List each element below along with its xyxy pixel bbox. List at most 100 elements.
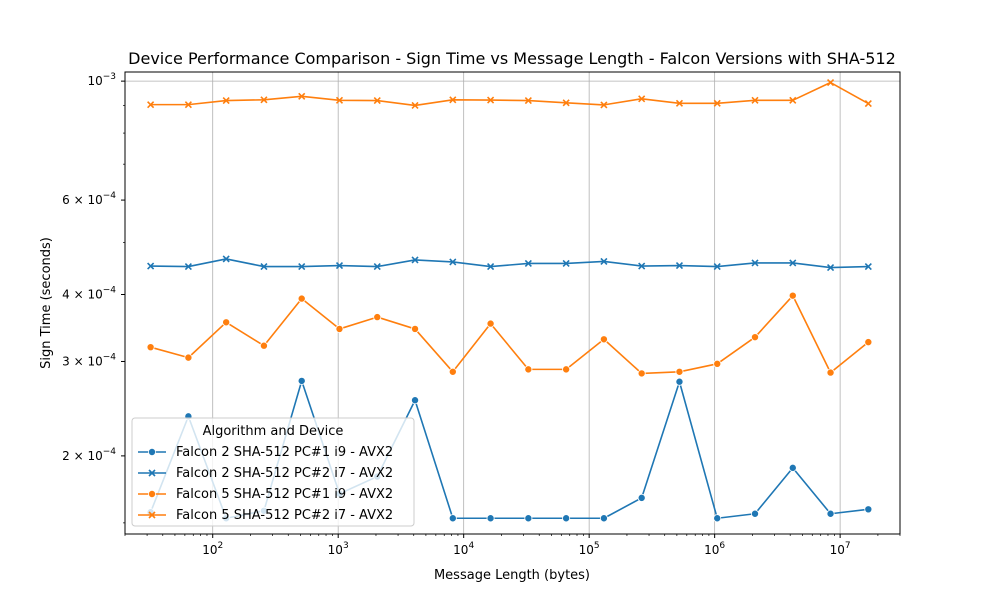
x-tick-exponent: 3 bbox=[343, 541, 349, 551]
data-point bbox=[675, 99, 684, 107]
data-point bbox=[675, 367, 684, 376]
chart-title: Device Performance Comparison - Sign Tim… bbox=[128, 49, 896, 68]
data-point bbox=[675, 261, 684, 270]
grid-layer bbox=[125, 72, 900, 534]
y-tick-mantissa: 2 × 10 bbox=[62, 449, 103, 463]
data-point bbox=[184, 262, 192, 271]
data-point bbox=[184, 353, 193, 362]
data-point bbox=[222, 255, 230, 263]
data-point bbox=[599, 335, 608, 344]
data-point bbox=[222, 96, 230, 105]
data-point bbox=[600, 257, 608, 266]
data-point bbox=[751, 96, 759, 104]
data-point bbox=[864, 338, 873, 347]
x-tick-exponent: 4 bbox=[468, 541, 474, 551]
x-tick-base: 10 bbox=[830, 543, 845, 557]
y-tick-exponent: −4 bbox=[103, 285, 117, 295]
data-point bbox=[562, 259, 570, 268]
x-tick-base: 10 bbox=[453, 543, 468, 557]
data-point bbox=[297, 376, 306, 385]
legend-swatch-marker bbox=[147, 447, 156, 456]
data-point bbox=[713, 99, 721, 107]
series-line bbox=[150, 294, 869, 375]
x-tick-label: 104 bbox=[453, 541, 474, 557]
data-point bbox=[411, 101, 419, 109]
y-axis-label: Sign Time (seconds) bbox=[39, 237, 54, 369]
data-point bbox=[524, 365, 533, 374]
legend-label: Falcon 2 SHA-512 PC#1 i9 - AVX2 bbox=[176, 445, 393, 460]
data-point bbox=[713, 359, 722, 368]
series-3 bbox=[146, 291, 873, 378]
x-tick-base: 10 bbox=[579, 543, 594, 557]
x-tick-label: 105 bbox=[579, 541, 600, 557]
data-point bbox=[524, 96, 532, 105]
data-point bbox=[411, 324, 420, 333]
y-tick-mantissa: 4 × 10 bbox=[62, 287, 103, 301]
y-tick-label: 2 × 10−4 bbox=[62, 447, 116, 463]
data-point bbox=[826, 509, 835, 518]
y-tick-label: 3 × 10−4 bbox=[62, 352, 116, 368]
x-tick-exponent: 2 bbox=[217, 541, 223, 551]
data-point bbox=[826, 264, 835, 272]
data-point bbox=[788, 463, 797, 472]
y-tick-label: 6 × 10−4 bbox=[62, 191, 116, 207]
data-point bbox=[222, 318, 231, 327]
data-point bbox=[411, 256, 419, 264]
legend-label: Falcon 5 SHA-512 PC#1 i9 - AVX2 bbox=[176, 487, 393, 502]
data-point bbox=[487, 96, 495, 104]
data-point bbox=[638, 95, 646, 103]
y-tick-exponent: −3 bbox=[103, 72, 116, 82]
data-point bbox=[147, 262, 155, 270]
legend-label: Falcon 2 SHA-512 PC#2 i7 - AVX2 bbox=[176, 466, 393, 481]
plot-area-frame bbox=[124, 71, 901, 535]
legend-entry: Falcon 2 SHA-512 PC#1 i9 - AVX2 bbox=[138, 445, 393, 460]
x-tick-label: 102 bbox=[202, 541, 223, 557]
data-point bbox=[486, 514, 495, 523]
data-point bbox=[864, 100, 872, 108]
data-point bbox=[637, 493, 646, 502]
data-point bbox=[486, 319, 495, 328]
data-point bbox=[562, 99, 570, 107]
data-point bbox=[562, 365, 571, 374]
legend-entry: Falcon 5 SHA-512 PC#1 i9 - AVX2 bbox=[138, 487, 393, 502]
data-point bbox=[146, 343, 155, 352]
y-tick-exponent: −4 bbox=[103, 191, 117, 201]
y-tick-mantissa: 3 × 10 bbox=[62, 354, 103, 368]
data-point bbox=[260, 96, 268, 104]
data-point bbox=[788, 291, 797, 300]
y-tick-exponent: −4 bbox=[103, 447, 117, 457]
legend-entry: Falcon 5 SHA-512 PC#2 i7 - AVX2 bbox=[138, 508, 393, 523]
legend-box bbox=[131, 417, 415, 527]
y-tick-mantissa: 6 × 10 bbox=[62, 193, 103, 207]
data-point bbox=[448, 514, 457, 523]
data-point bbox=[751, 333, 760, 342]
x-tick-exponent: 6 bbox=[719, 541, 725, 551]
data-point bbox=[675, 377, 684, 386]
data-point bbox=[864, 262, 872, 271]
legend-label: Falcon 5 SHA-512 PC#2 i7 - AVX2 bbox=[176, 508, 393, 523]
data-point bbox=[638, 262, 646, 270]
data-point bbox=[789, 96, 797, 104]
data-point bbox=[864, 505, 873, 514]
x-tick-base: 10 bbox=[202, 543, 217, 557]
data-point bbox=[298, 262, 306, 271]
data-point bbox=[449, 96, 457, 104]
data-point bbox=[297, 294, 306, 303]
series-line bbox=[150, 258, 869, 269]
legend: Algorithm and Device Falcon 2 SHA-512 PC… bbox=[131, 417, 415, 527]
data-point bbox=[298, 92, 306, 100]
x-tick-label: 103 bbox=[328, 541, 349, 557]
data-point bbox=[562, 514, 571, 523]
legend-entry: Falcon 2 SHA-512 PC#2 i7 - AVX2 bbox=[138, 466, 393, 481]
data-point bbox=[751, 259, 759, 267]
data-point bbox=[335, 324, 344, 333]
data-point bbox=[789, 259, 797, 267]
data-point bbox=[260, 262, 268, 271]
x-tick-label: 107 bbox=[830, 541, 851, 557]
data-point bbox=[147, 101, 155, 109]
data-point bbox=[448, 367, 457, 376]
legend-swatch-marker bbox=[148, 469, 156, 477]
data-point bbox=[826, 368, 835, 377]
